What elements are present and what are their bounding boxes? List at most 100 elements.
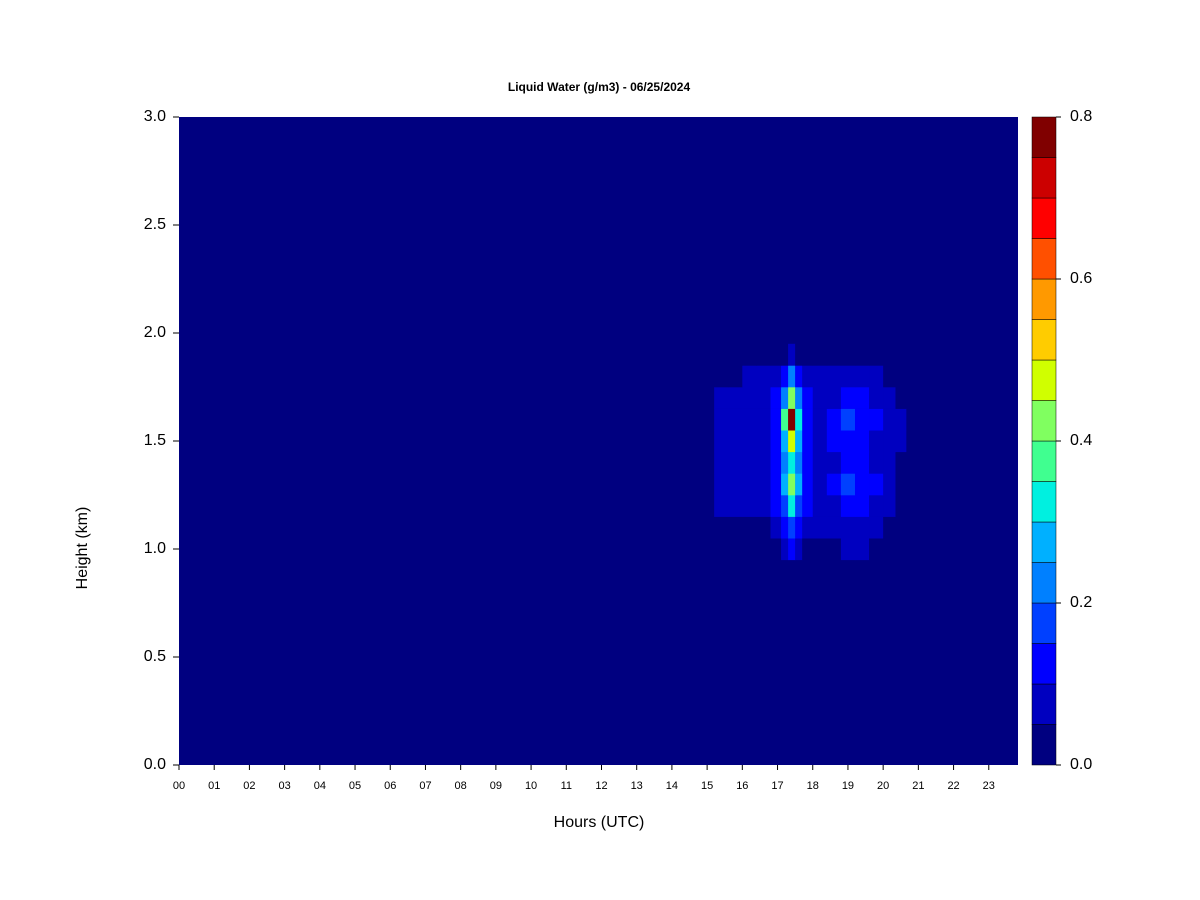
contour-cell [714,365,729,388]
contour-cell [795,538,803,561]
x-tick-label: 03 [278,780,290,792]
x-tick-label: 13 [631,780,643,792]
contour-cell [728,516,743,539]
contour-cell [802,343,814,366]
x-tick-label: 12 [595,780,607,792]
contour-cell [770,408,782,431]
colorbar-segment [1031,278,1057,320]
x-tick-label: 01 [208,780,220,792]
colorbar-tick-label: 0.8 [1070,108,1092,125]
x-tick-label: 16 [736,780,748,792]
colorbar-segment [1031,238,1057,280]
contour-cell [781,387,789,409]
contour-cell [756,343,771,366]
contour-cell [781,365,789,388]
contour-cell [802,495,814,517]
x-tick-label: 02 [243,780,255,792]
contour-cell [895,516,907,539]
colorbar-segment [1031,683,1057,725]
contour-cell [756,473,771,496]
contour-cell [869,408,884,431]
contour-cell [826,473,842,496]
colorbar-segment [1031,116,1057,158]
colorbar-segment [1031,440,1057,482]
contour-cell [812,516,828,539]
contour-cell [895,430,907,453]
contour-cell [742,408,757,431]
contour-cell [840,430,856,453]
contour-cell [812,495,828,517]
contour-cell [802,516,814,539]
contour-cell [781,516,789,539]
x-tick-label: 08 [455,780,467,792]
contour-cell [802,451,814,474]
contour-cell [714,538,729,561]
contour-cell [728,365,743,388]
y-tick-label: 3.0 [144,108,166,125]
contour-cell [840,451,856,474]
contour-cell [854,451,870,474]
contour-cell [770,516,782,539]
contour-cell [795,495,803,517]
contour-cell [869,343,884,366]
contour-cell [781,343,789,366]
x-tick-label: 21 [912,780,924,792]
contour-cell [812,408,828,431]
x-tick-label: 17 [771,780,783,792]
contour-cell [788,473,796,496]
contour-cell [854,473,870,496]
contour-cell [826,430,842,453]
colorbar-segment [1031,643,1057,685]
colorbar-tick-label: 0.2 [1070,594,1092,611]
contour-cell [742,473,757,496]
contour-cell [742,495,757,517]
contour-cell [869,365,884,388]
colorbar-segment [1031,602,1057,644]
contour-cell [895,538,907,561]
colorbar-segment [1031,157,1057,199]
y-tick-label: 1.5 [144,432,166,449]
contour-cell [795,365,803,388]
contour-cell [756,365,771,388]
contour-cell [854,365,870,388]
contour-cell [883,538,896,561]
contour-cell [795,430,803,453]
y-axis-label: Height (km) [74,507,91,590]
contour-cell [840,365,856,388]
colorbar-tick-label: 0.4 [1070,432,1092,449]
contour-cell [883,473,896,496]
contour-cell [788,387,796,409]
contour-cell [802,430,814,453]
contour-cell [728,495,743,517]
contour-cell [883,516,896,539]
contour-cell [728,538,743,561]
contour-cell [770,365,782,388]
contour-cell [770,495,782,517]
contour-cell [770,430,782,453]
contour-cell [742,516,757,539]
contour-cell [826,495,842,517]
contour-cell [895,387,907,409]
contour-cell [812,538,828,561]
x-tick-label: 14 [666,780,678,792]
contour-cell [854,430,870,453]
contour-cell [895,343,907,366]
contour-cell [812,430,828,453]
contour-cell [883,408,896,431]
contour-cell [788,343,796,366]
contour-cell [840,495,856,517]
x-tick-label: 09 [490,780,502,792]
colorbar-segment [1031,197,1057,239]
contour-cell [840,387,856,409]
contour-cell [895,473,907,496]
contour-cell [895,408,907,431]
contour-cell [728,387,743,409]
contour-cell [826,451,842,474]
contour-cell [869,451,884,474]
contour-cell [895,365,907,388]
contour-cell [756,451,771,474]
contour-cell [756,430,771,453]
contour-cell [840,408,856,431]
colorbar-segment [1031,319,1057,361]
contour-cell [795,408,803,431]
